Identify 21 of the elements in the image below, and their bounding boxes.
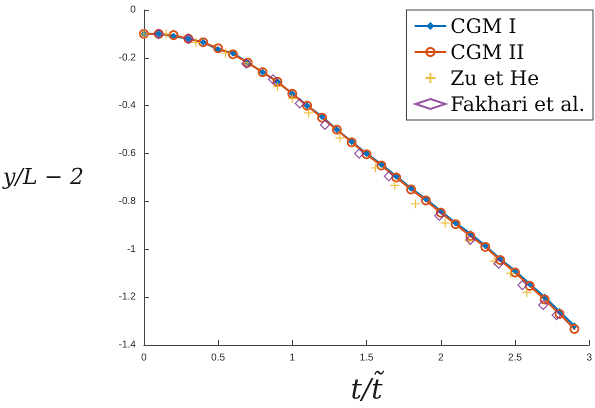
y-tick-label: -1 [126, 244, 136, 255]
x-tick-label: 2.5 [508, 352, 522, 364]
y-tick-label: -0.6 [118, 148, 136, 160]
y-tick-label: -0.2 [118, 52, 136, 64]
legend-label: Fakhari et al. [450, 92, 586, 116]
x-tick-label: 2 [438, 352, 444, 364]
legend-label: Zu et He [450, 66, 540, 90]
y-axis-title: y/L − 2 [2, 165, 84, 190]
x-tick-label: 0.5 [211, 352, 226, 364]
x-axis-title: t/t̃ [350, 370, 385, 406]
y-tick-label: -1.4 [118, 340, 136, 350]
x-tick-label: 1.5 [360, 352, 374, 364]
y-tick-label: -1.2 [118, 292, 136, 303]
x-tick-label: 1 [290, 352, 296, 364]
legend-label: CGM II [450, 40, 524, 64]
x-tick-label: 0 [141, 352, 148, 364]
y-tick-label: 0 [130, 4, 136, 16]
x-tick-label: 3 [586, 352, 592, 364]
legend-label: CGM I [450, 14, 516, 38]
y-tick-label: -0.8 [118, 196, 136, 207]
y-tick-label: -0.4 [118, 100, 136, 112]
